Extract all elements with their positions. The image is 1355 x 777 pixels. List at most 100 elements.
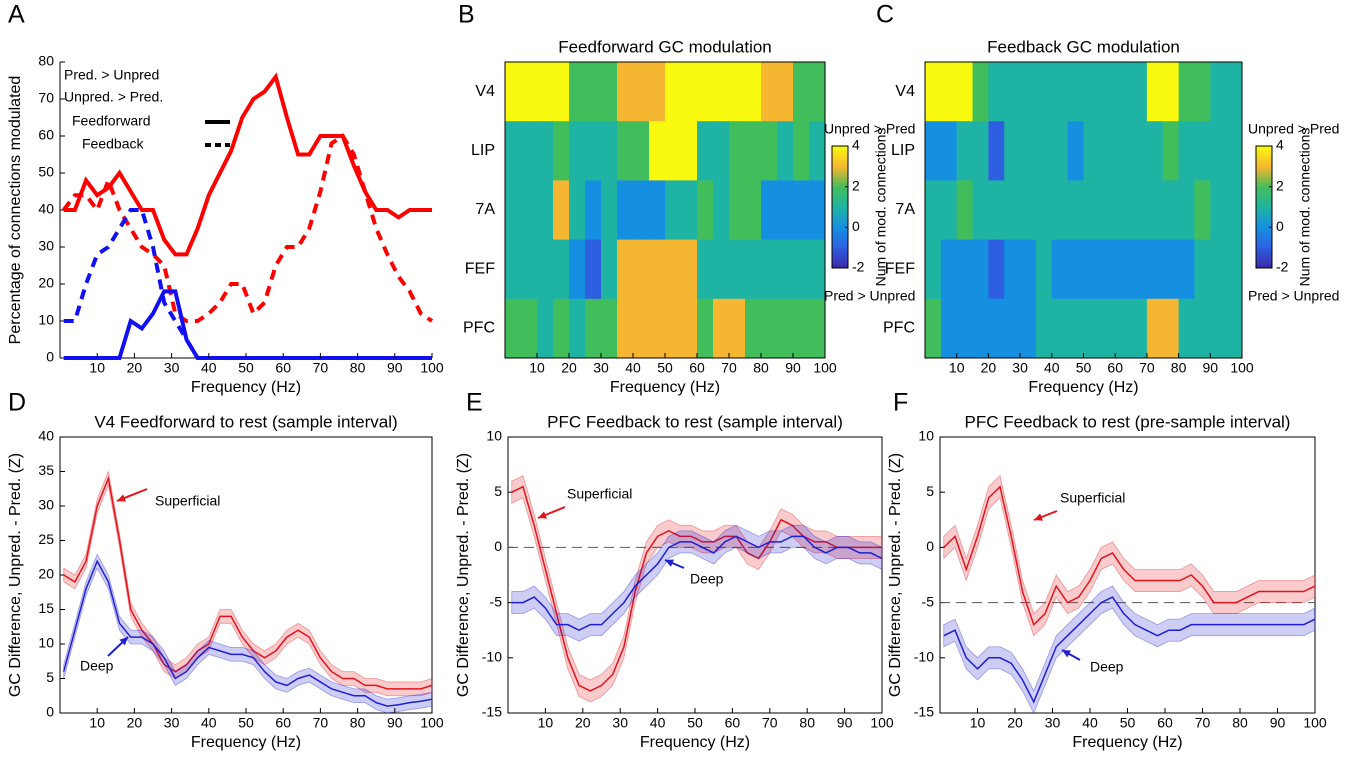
colorbar-step	[1256, 211, 1272, 214]
x-tick-label: 10	[89, 360, 105, 376]
colorbar-tick-label: 4	[1276, 137, 1284, 153]
colorbar-bottom-label: Pred > Unpred	[1248, 288, 1339, 304]
colorbar-step	[832, 233, 848, 236]
chart-title: PFC Feedback to rest (pre-sample interva…	[965, 412, 1291, 431]
y-tick-label: 70	[38, 90, 54, 106]
colorbar-step	[1256, 247, 1272, 251]
x-tick-label: 80	[1171, 360, 1187, 376]
heat-cell	[956, 62, 974, 122]
heat-cell	[925, 62, 942, 122]
heat-cell	[1194, 239, 1211, 300]
heat-cell	[1162, 121, 1180, 181]
y-tick-label: 0	[494, 538, 502, 554]
colorbar-step	[832, 225, 848, 228]
heat-cell	[537, 180, 554, 241]
error-band	[63, 553, 433, 714]
heat-cell	[569, 298, 586, 359]
colorbar-step	[832, 168, 848, 171]
colorbar-step	[832, 172, 848, 175]
chart-title: Feedback GC modulation	[987, 37, 1180, 56]
y-tick-label: -10	[482, 649, 502, 665]
colorbar-step	[832, 247, 848, 251]
heat-cell	[761, 298, 778, 359]
x-tick-label: 40	[201, 715, 217, 731]
colorbar-step	[1256, 160, 1272, 163]
colorbar-step	[832, 192, 848, 196]
heat-cell	[1162, 239, 1180, 300]
colorbar-step	[1256, 166, 1272, 169]
heat-cell	[505, 298, 522, 359]
heat-cell	[972, 180, 989, 241]
row-label: LIP	[891, 142, 915, 159]
heat-cell	[521, 180, 538, 241]
heat-cell	[569, 239, 586, 300]
series-line	[943, 596, 1316, 704]
heat-cell	[956, 180, 974, 241]
colorbar-step	[1256, 245, 1272, 249]
series-annotation: Deep	[1090, 659, 1124, 675]
x-tick-label: 30	[1012, 360, 1028, 376]
y-tick-label: -10	[914, 649, 934, 665]
colorbar-step	[1256, 168, 1272, 171]
y-tick-label: 0	[46, 349, 54, 365]
y-tick-label: 5	[494, 483, 502, 499]
heat-cell	[761, 121, 778, 181]
heat-cell	[761, 62, 778, 122]
heat-cell	[1115, 62, 1132, 122]
colorbar-step	[832, 158, 848, 161]
heat-cell	[697, 121, 714, 181]
error-band	[943, 474, 1316, 637]
x-tick-label: 90	[387, 360, 403, 376]
x-tick-label: 70	[1195, 715, 1211, 731]
series-annotation: Superficial	[567, 486, 632, 502]
colorbar-step	[1256, 156, 1272, 159]
heat-cell	[1131, 298, 1148, 359]
y-tick-label: 0	[926, 538, 934, 554]
heat-cell	[940, 180, 958, 241]
series-line	[63, 289, 432, 360]
annotation-arrowhead	[1062, 650, 1071, 658]
colorbar-frame	[1255, 145, 1273, 269]
x-tick-label: 50	[1120, 715, 1136, 731]
colorbar-step	[832, 202, 848, 206]
heat-cell	[521, 239, 538, 300]
y-tick-label: 10	[918, 428, 934, 444]
x-tick-label: 80	[753, 360, 769, 376]
colorbar-step	[832, 215, 848, 218]
colorbar-step	[832, 257, 848, 261]
heat-cell	[601, 180, 618, 241]
y-tick-label: -5	[922, 593, 935, 609]
colorbar-frame	[831, 145, 849, 269]
colorbar-step	[832, 150, 848, 153]
heat-cell	[745, 62, 762, 122]
heat-cell	[649, 180, 666, 241]
colorbar-step	[832, 184, 848, 188]
heat-cell	[777, 62, 794, 122]
annotation-arrowhead	[1034, 513, 1043, 521]
y-tick-label: 15	[38, 600, 54, 616]
panel-letter: B	[458, 1, 475, 29]
colorbar-tick-label: 0	[1276, 218, 1284, 234]
x-tick-label: 50	[687, 715, 703, 731]
x-tick-label: 90	[1203, 360, 1219, 376]
heat-cell	[1210, 121, 1227, 181]
x-tick-label: 90	[785, 360, 801, 376]
series-line	[63, 208, 200, 360]
heat-cell	[1115, 121, 1132, 181]
colorbar-tick-label: 4	[852, 137, 860, 153]
heat-cell	[925, 180, 942, 241]
heat-cell	[1226, 298, 1243, 359]
x-tick-label: 60	[725, 715, 741, 731]
heat-cell	[681, 298, 698, 359]
y-tick-label: 60	[38, 127, 54, 143]
colorbar-step	[1256, 172, 1272, 175]
heat-cell	[745, 239, 762, 300]
colorbar-top-label: Unpred > Pred	[824, 121, 915, 137]
heat-cell	[972, 121, 989, 181]
x-axis-label: Frequency (Hz)	[1028, 379, 1138, 396]
heat-cell	[713, 239, 730, 300]
heat-cell	[1131, 180, 1148, 241]
heat-cell	[1146, 121, 1164, 181]
heat-cell	[1210, 180, 1227, 241]
